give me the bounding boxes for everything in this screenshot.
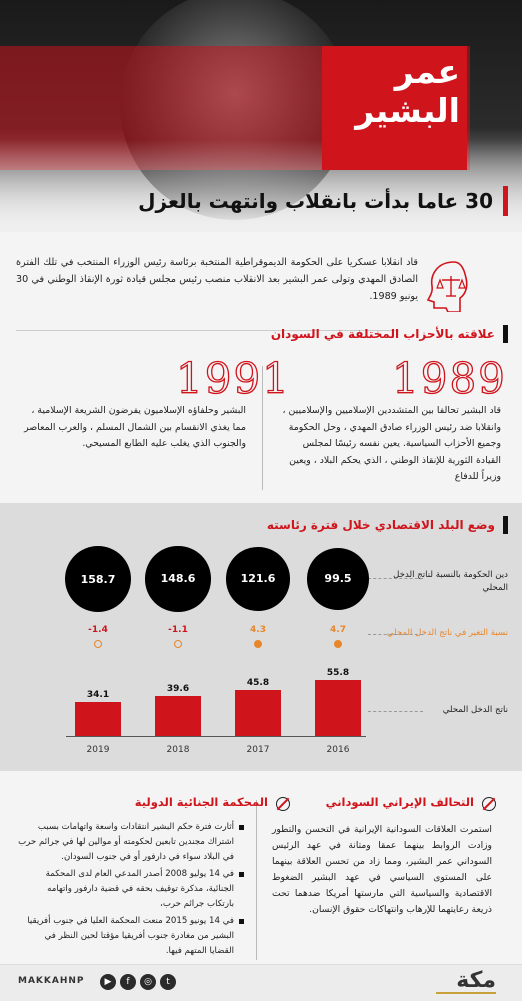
economy-heading: وضع البلد الاقتصادي خلال فترة رئاسته	[267, 516, 508, 534]
gdp-bar	[155, 696, 201, 736]
hero-banner: عمر البشير 30 عاما بدأت بانقلاب وانتهت ب…	[0, 0, 522, 232]
footer: MAKKAHNP ▶ f ◎ t مكة	[0, 964, 522, 1001]
name-line-2: البشير	[355, 91, 460, 130]
gdp-value: 55.8	[326, 668, 350, 679]
year-1989: 1989	[391, 354, 507, 403]
gdp-row-label: ناتج الدخل المحلي	[442, 705, 508, 715]
gdp-value: 45.8	[246, 678, 270, 689]
alliance-text: استمرت العلاقات السودانية الإيرانية في ا…	[272, 824, 492, 915]
intro-paragraph: قاد انقلابا عسكريا على الحكومة الديموقرا…	[16, 257, 418, 302]
gdp-bar	[315, 680, 361, 736]
gdp-value: 34.1	[86, 689, 110, 700]
name-line-1: عمر	[394, 52, 460, 91]
text-1991: البشير وحلفاؤه الإسلاميون يفرضون الشريعة…	[24, 405, 246, 449]
year-tick-label: 2018	[166, 745, 190, 755]
social-handle: MAKKAHNP	[18, 976, 85, 986]
change-marker	[174, 640, 182, 648]
list-item: في 14 يونيو 2015 منعت المحكمة العليا في …	[18, 914, 244, 959]
year-tick-label: 2016	[326, 745, 350, 755]
change-value: 4.7	[330, 625, 346, 635]
debt-row-label: دين الحكومة بالنسبة لناتج الدخل المحلي	[393, 570, 508, 593]
list-item: في 14 يوليو 2008 أصدر المدعي العام لدى ا…	[18, 867, 244, 912]
list-item: أثارت فترة حكم البشير انتقادات واسعة وات…	[18, 820, 244, 865]
x-axis	[66, 736, 366, 737]
icc-heading: المحكمة الجنائية الدولية	[134, 795, 268, 809]
change-marker	[334, 640, 342, 648]
gdp-bar	[75, 701, 121, 736]
prohibited-icon	[482, 797, 496, 811]
change-value: 4.3	[250, 625, 266, 635]
youtube-icon[interactable]: ▶	[100, 974, 116, 990]
gdp-value: 39.6	[166, 684, 190, 695]
brand-logo: مكة	[456, 968, 496, 993]
gdp-bar	[235, 690, 281, 736]
alliance-heading: التحالف الإيراني السوداني	[325, 795, 474, 809]
year-tick-label: 2017	[246, 745, 270, 755]
name-box	[322, 46, 467, 170]
icc-list: أثارت فترة حكم البشير انتقادات واسعة وات…	[18, 820, 244, 961]
facebook-icon[interactable]: f	[120, 974, 136, 990]
change-value: -1.1	[168, 625, 188, 635]
person-name: عمر البشير	[322, 52, 460, 130]
change-marker	[254, 640, 262, 648]
page-title: 30 عاما بدأت بانقلاب وانتهت بالعزل	[138, 186, 508, 216]
change-row-label: نسبة التغير في ناتج الدخل المحلي	[386, 628, 508, 638]
parties-heading: علاقته بالأحزاب المختلفة في السودان	[271, 325, 508, 343]
justice-head-icon	[426, 261, 468, 312]
debt-bubble: 148.6	[145, 546, 211, 612]
prohibited-icon	[276, 797, 290, 811]
instagram-icon[interactable]: ◎	[140, 974, 156, 990]
debt-bubble: 99.5	[307, 548, 369, 610]
year-1991: 1991	[175, 354, 291, 403]
change-marker	[94, 640, 102, 648]
debt-bubble: 158.7	[65, 546, 131, 612]
twitter-icon[interactable]: t	[160, 974, 176, 990]
change-value: -1.4	[88, 625, 108, 635]
year-tick-label: 2019	[86, 745, 110, 755]
text-1989: قاد البشير تحالفا بين المتشددين الإسلامي…	[282, 405, 501, 482]
debt-bubble: 121.6	[226, 547, 290, 611]
